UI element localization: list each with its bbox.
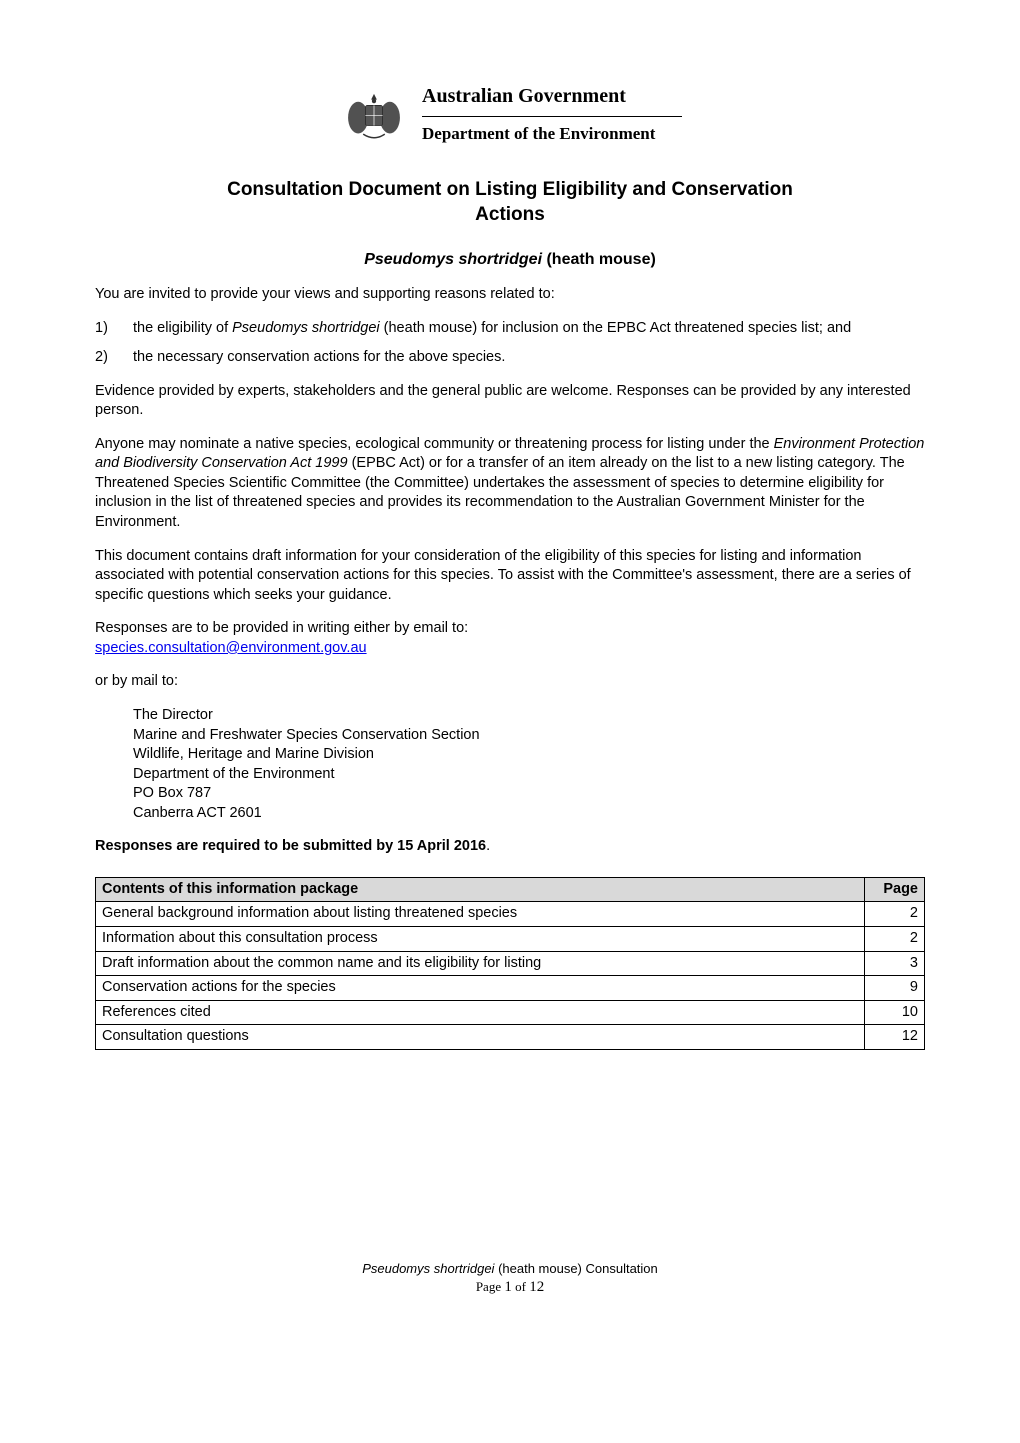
contents-page: 3 [865,951,925,976]
contents-page: 2 [865,927,925,952]
responses-paragraph: Responses are to be provided in writing … [95,619,925,658]
contents-label: References cited [96,1000,865,1025]
address-line: Marine and Freshwater Species Conservati… [133,726,925,746]
page-footer: Pseudomys shortridgei (heath mouse) Cons… [95,1260,925,1298]
header-government: Australian Government [422,83,682,110]
list-text: the eligibility of Pseudomys shortridgei… [133,319,851,339]
table-row: Draft information about the common name … [96,951,925,976]
contents-label: Information about this consultation proc… [96,927,865,952]
header-divider [422,116,682,117]
header-text-block: Australian Government Department of the … [422,83,682,146]
address-line: Wildlife, Heritage and Marine Division [133,745,925,765]
header-department: Department of the Environment [422,123,682,146]
contents-table: Contents of this information package Pag… [95,877,925,1050]
table-row: General background information about lis… [96,902,925,927]
email-link[interactable]: species.consultation@environment.gov.au [95,640,367,656]
table-row: Consultation questions 12 [96,1025,925,1050]
list-item: 2) the necessary conservation actions fo… [95,348,925,368]
contents-header-page: Page [865,877,925,902]
coat-of-arms-icon [338,78,410,150]
document-header: Australian Government Department of the … [95,78,925,150]
address-line: Canberra ACT 2601 [133,804,925,824]
contents-label: General background information about lis… [96,902,865,927]
document-contains-paragraph: This document contains draft information… [95,547,925,606]
contents-page: 2 [865,902,925,927]
title-line-1: Consultation Document on Listing Eligibi… [227,179,793,200]
contents-label: Consultation questions [96,1025,865,1050]
contents-page: 10 [865,1000,925,1025]
table-row: Conservation actions for the species 9 [96,976,925,1001]
list-number: 2) [95,348,115,368]
footer-species-line: Pseudomys shortridgei (heath mouse) Cons… [95,1260,925,1278]
address-line: Department of the Environment [133,765,925,785]
table-row: Information about this consultation proc… [96,927,925,952]
list-number: 1) [95,319,115,339]
mail-intro: or by mail to: [95,672,925,692]
numbered-list: 1) the eligibility of Pseudomys shortrid… [95,319,925,368]
title-line-2: Actions [475,204,545,225]
list-text: the necessary conservation actions for t… [133,348,505,368]
deadline-text: Responses are required to be submitted b… [95,837,925,857]
address-block: The Director Marine and Freshwater Speci… [95,706,925,823]
nominate-paragraph: Anyone may nominate a native species, ec… [95,435,925,533]
contents-label: Conservation actions for the species [96,976,865,1001]
document-title: Consultation Document on Listing Eligibi… [95,178,925,227]
intro-paragraph: You are invited to provide your views an… [95,285,925,305]
evidence-paragraph: Evidence provided by experts, stakeholde… [95,382,925,421]
contents-header-label: Contents of this information package [96,877,865,902]
contents-page: 9 [865,976,925,1001]
address-line: The Director [133,706,925,726]
table-header-row: Contents of this information package Pag… [96,877,925,902]
footer-page-number: Page 1 of 12 [95,1277,925,1297]
address-line: PO Box 787 [133,784,925,804]
list-item: 1) the eligibility of Pseudomys shortrid… [95,319,925,339]
species-common: (heath mouse) [542,251,656,268]
table-row: References cited 10 [96,1000,925,1025]
species-scientific: Pseudomys shortridgei [364,251,542,268]
species-heading: Pseudomys shortridgei (heath mouse) [95,249,925,271]
contents-label: Draft information about the common name … [96,951,865,976]
contents-page: 12 [865,1025,925,1050]
